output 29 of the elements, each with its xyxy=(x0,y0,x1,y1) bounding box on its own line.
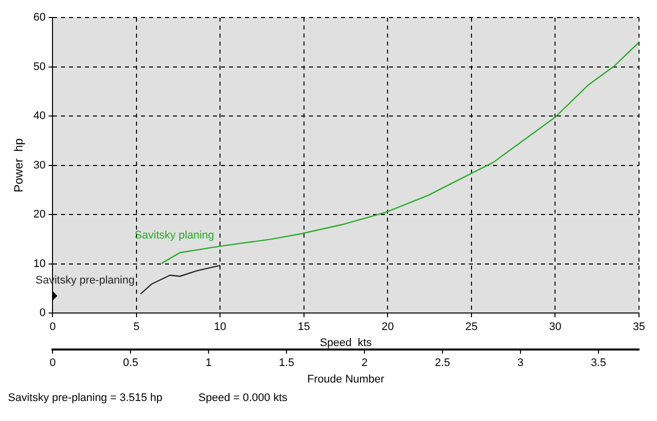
x-tick-label: 35 xyxy=(632,320,646,333)
series-label: Savitsky planing xyxy=(134,230,214,242)
y-tick-label: 50 xyxy=(33,60,46,73)
x2-tick-label: 3.5 xyxy=(590,357,606,370)
text: Speed = 0.000 kts xyxy=(198,392,288,404)
x2-tick-label: 0 xyxy=(50,357,56,370)
x2-axis-title: Froude Number xyxy=(307,373,385,386)
x-axis-title: Speed kts xyxy=(320,337,372,350)
x2-tick-label: 2.5 xyxy=(434,357,450,370)
x-tick-label: 10 xyxy=(214,320,226,333)
y-tick-label: 40 xyxy=(33,110,46,122)
x2-tick-label: 3 xyxy=(517,357,524,370)
x2-tick-label: 2 xyxy=(361,357,368,370)
y-axis-title: Power hp xyxy=(12,138,26,192)
y-tick-label: 0 xyxy=(40,307,46,320)
x-tick-label: 25 xyxy=(465,320,478,333)
x-tick-label: 0 xyxy=(50,320,56,333)
x-tick-label: 15 xyxy=(298,320,310,333)
text: Savitsky pre-planing = 3.515 hp xyxy=(8,392,162,404)
y-tick-label: 60 xyxy=(33,12,46,24)
y-tick-label: 20 xyxy=(33,208,46,221)
y-tick-label: 30 xyxy=(33,159,46,172)
x-tick-label: 20 xyxy=(382,320,394,333)
x-tick-label: 5 xyxy=(133,320,140,333)
x-tick-label: 30 xyxy=(549,320,562,333)
x2-tick-label: 1.5 xyxy=(278,357,294,370)
y-tick-label: 10 xyxy=(33,258,46,270)
x2-tick-label: 1 xyxy=(206,357,212,370)
x2-tick-label: 0.5 xyxy=(122,357,138,370)
